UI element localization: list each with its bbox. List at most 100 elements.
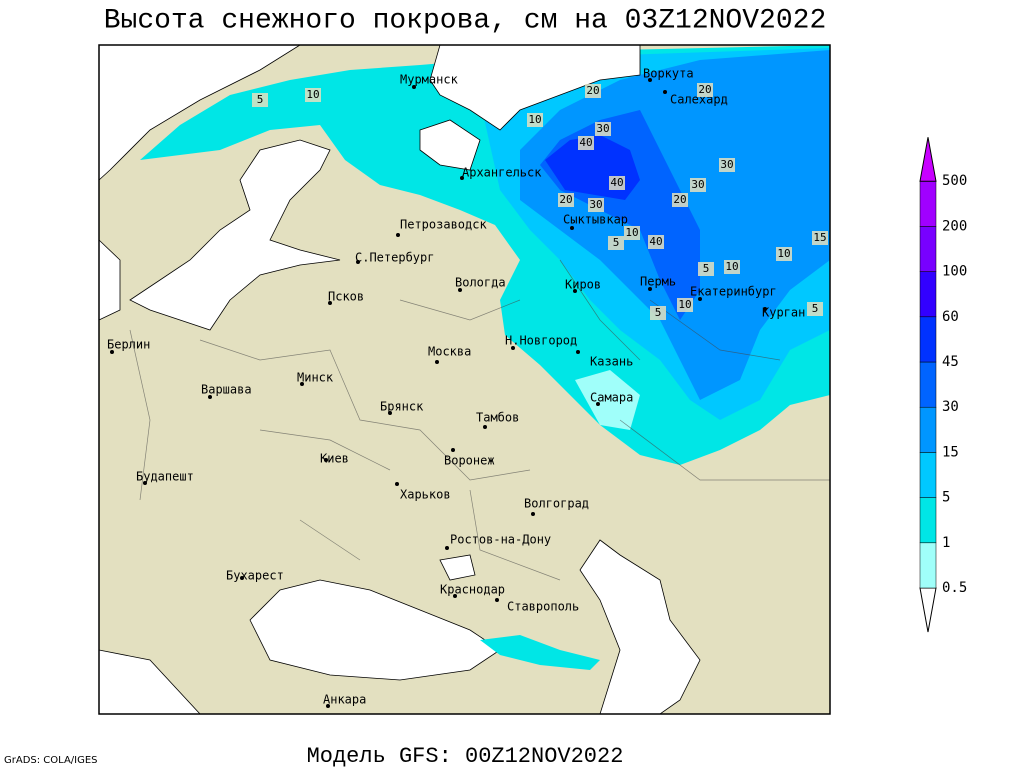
contour-label: 30 xyxy=(589,198,602,211)
contour-label: 20 xyxy=(698,83,711,96)
contour-label-box xyxy=(585,84,601,98)
legend-label: 1 xyxy=(942,535,950,551)
city-label: Самара xyxy=(590,391,633,405)
contour-label-box xyxy=(578,136,594,150)
city-label: Вологда xyxy=(455,276,506,290)
contour-label: 30 xyxy=(720,158,733,171)
contour-label-box xyxy=(650,306,666,320)
city-dot xyxy=(648,287,652,291)
city-label: Псков xyxy=(328,290,364,304)
title: Высота снежного покрова, см на 03Z12NOV2… xyxy=(104,5,827,36)
contour-label-box xyxy=(648,235,664,249)
contour-label: 20 xyxy=(586,84,599,97)
contour-label-box xyxy=(697,83,713,97)
legend-band xyxy=(919,406,937,453)
city-label: Екатеринбург xyxy=(690,285,777,299)
contour-label: 5 xyxy=(613,236,620,249)
city-label: Киев xyxy=(320,452,349,466)
contour-label: 5 xyxy=(655,306,662,319)
footer: Модель GFS: 00Z12NOV2022 xyxy=(307,744,624,768)
city-label: Варшава xyxy=(201,383,252,397)
city-dot xyxy=(110,350,114,354)
contour-label-box xyxy=(558,193,574,207)
legend-band xyxy=(919,452,937,498)
legend-label: 5 xyxy=(942,490,950,506)
contour-label: 40 xyxy=(649,235,662,248)
legend-label: 45 xyxy=(942,354,959,370)
city-label: Петрозаводск xyxy=(400,218,487,232)
contour-label: 10 xyxy=(725,260,738,273)
contour-label-box xyxy=(595,122,611,136)
city-label: Курган xyxy=(762,306,805,320)
legend-label: 500 xyxy=(942,173,967,189)
legend-label: 0.5 xyxy=(942,580,967,596)
city-label: Анкара xyxy=(323,693,366,707)
city-dot xyxy=(576,350,580,354)
contour-label: 5 xyxy=(812,302,819,315)
contour-label-box xyxy=(608,236,624,250)
city-dot xyxy=(570,226,574,230)
city-label: Ростов-на-Дону xyxy=(450,533,551,547)
city-dot xyxy=(300,382,304,386)
legend-label: 200 xyxy=(942,218,967,234)
city-dot xyxy=(763,307,767,311)
legend-band xyxy=(919,542,937,589)
city-label: Ставрополь xyxy=(507,600,579,614)
legend-band xyxy=(919,361,937,408)
legend-label: 30 xyxy=(942,399,959,415)
water xyxy=(98,44,701,715)
contour-label: 10 xyxy=(777,247,790,260)
city-label: Минск xyxy=(297,371,334,385)
contour-label-box xyxy=(690,178,706,192)
city-label: Волгоград xyxy=(524,497,589,511)
contour-label: 40 xyxy=(610,176,623,189)
contour-label-box xyxy=(609,176,625,190)
contour-label: 30 xyxy=(691,178,704,191)
city-dot xyxy=(531,512,535,516)
city-label: Берлин xyxy=(107,338,150,352)
contour-label-box xyxy=(719,158,735,172)
contour-label-box xyxy=(672,193,688,207)
contour-label-box xyxy=(252,93,268,107)
contour-label: 30 xyxy=(596,122,609,135)
map-frame xyxy=(98,44,831,715)
contour-label-box xyxy=(698,262,714,276)
city-label: Брянск xyxy=(380,400,424,414)
contour-label-box xyxy=(807,302,823,316)
contour-label: 20 xyxy=(559,193,572,206)
city-label: Салехард xyxy=(670,93,728,107)
city-dot xyxy=(395,482,399,486)
city-dot xyxy=(143,481,147,485)
contour-label: 10 xyxy=(528,113,541,126)
city-dot xyxy=(326,704,330,708)
legend-band xyxy=(919,316,937,363)
city-dot xyxy=(240,576,244,580)
contour-label: 40 xyxy=(579,136,592,149)
city-dot xyxy=(396,233,400,237)
city-dot xyxy=(388,411,392,415)
city-dot xyxy=(483,425,487,429)
city-label: Воронеж xyxy=(444,454,495,468)
city-dot xyxy=(663,90,667,94)
city-dot xyxy=(208,395,212,399)
snow-caucasus xyxy=(480,635,600,670)
borders xyxy=(129,259,830,581)
legend-band xyxy=(919,226,937,272)
contour-label: 5 xyxy=(257,93,264,106)
city-dot xyxy=(445,546,449,550)
contour-label: 20 xyxy=(673,193,686,206)
contour-label-box xyxy=(588,198,604,212)
contour-label: 5 xyxy=(703,262,710,275)
city-label: Н.Новгород xyxy=(505,334,577,348)
city-label: Воркута xyxy=(643,67,694,81)
contour-label-box xyxy=(527,113,543,127)
legend-band xyxy=(919,180,937,227)
city-dot xyxy=(495,598,499,602)
city-label: Пермь xyxy=(640,275,676,289)
city-label: Казань xyxy=(590,355,633,369)
contour-label: 10 xyxy=(306,88,319,101)
contour-label-box xyxy=(624,226,640,240)
legend-label: 60 xyxy=(942,309,959,325)
city-label: Харьков xyxy=(400,488,451,502)
